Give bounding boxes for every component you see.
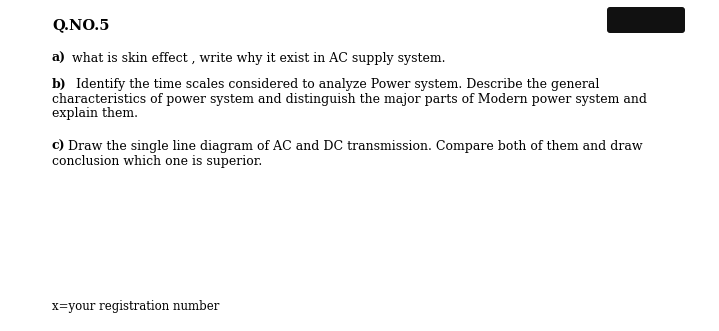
Text: what is skin effect , write why it exist in AC supply system.: what is skin effect , write why it exist… [68, 52, 446, 65]
Text: a): a) [52, 52, 66, 65]
Text: Identify the time scales considered to analyze Power system. Describe the genera: Identify the time scales considered to a… [68, 78, 600, 91]
Text: Q.NO.5: Q.NO.5 [52, 18, 109, 32]
Text: characteristics of power system and distinguish the major parts of Modern power : characteristics of power system and dist… [52, 92, 647, 106]
Text: Draw the single line diagram of AC and DC transmission. Compare both of them and: Draw the single line diagram of AC and D… [68, 140, 643, 153]
Text: explain them.: explain them. [52, 107, 138, 120]
Text: conclusion which one is superior.: conclusion which one is superior. [52, 155, 262, 167]
Text: x=your registration number: x=your registration number [52, 300, 219, 313]
Text: c): c) [52, 140, 65, 153]
FancyBboxPatch shape [607, 7, 685, 33]
Text: b): b) [52, 78, 67, 91]
